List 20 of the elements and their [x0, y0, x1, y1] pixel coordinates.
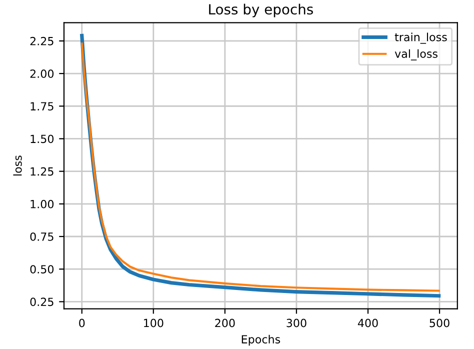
chart-title: Loss by epochs	[209, 4, 313, 18]
x-tick-label: 100	[144, 318, 164, 328]
y-tick-label: 2.00	[30, 70, 54, 78]
y-axis-title: loss	[13, 156, 22, 176]
y-tick-label: 0.50	[30, 265, 54, 274]
legend-label: val_loss	[394, 49, 438, 60]
y-tick-label: 1.00	[30, 200, 54, 208]
y-tick-label: 0.75	[30, 232, 54, 241]
y-tick-label: 1.75	[30, 102, 54, 111]
legend-label: train_loss	[394, 32, 447, 44]
x-tick-label: 200	[215, 318, 235, 328]
x-tick-label: 500	[430, 318, 450, 328]
x-tick-label: 0	[79, 318, 85, 328]
y-tick-label: 1.25	[30, 167, 54, 176]
y-tick-label: 0.25	[30, 298, 54, 306]
x-axis-title: Epochs	[242, 334, 280, 346]
y-tick-label: 1.50	[30, 134, 54, 144]
y-tick-label: 2.25	[30, 36, 54, 46]
x-tick-label: 300	[286, 318, 306, 328]
x-tick-label: 400	[358, 318, 378, 328]
